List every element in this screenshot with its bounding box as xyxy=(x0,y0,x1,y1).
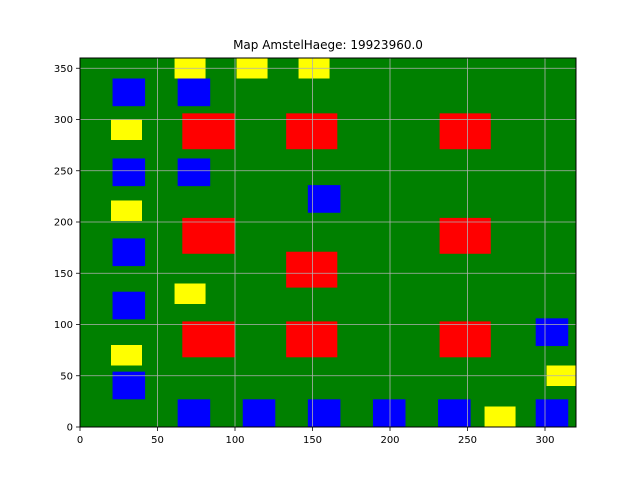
plot-rects xyxy=(111,58,576,427)
y-tick-label: 0 xyxy=(67,423,73,434)
blue-lot xyxy=(112,238,146,267)
blue-lot xyxy=(372,399,406,427)
y-tick-label: 200 xyxy=(54,218,73,229)
y-tick-label: 250 xyxy=(54,166,73,177)
x-tick-label: 250 xyxy=(458,435,477,446)
yellow-lot xyxy=(111,345,142,366)
y-tick-label: 100 xyxy=(54,320,73,331)
red-lot xyxy=(286,251,338,288)
red-lot xyxy=(439,217,491,254)
x-tick-label: 300 xyxy=(535,435,554,446)
y-tick-label: 150 xyxy=(54,269,73,280)
x-tick-label: 0 xyxy=(77,435,83,446)
yellow-lot xyxy=(174,283,206,304)
blue-lot xyxy=(112,371,146,400)
red-lot xyxy=(439,321,491,358)
blue-lot xyxy=(307,399,341,427)
x-tick-label: 50 xyxy=(151,435,164,446)
y-tick-label: 350 xyxy=(54,64,73,75)
blue-lot xyxy=(177,399,211,427)
x-axis: 0 50 100 150 200 250 300 xyxy=(77,427,555,446)
blue-lot xyxy=(112,78,146,107)
red-lot xyxy=(286,321,338,358)
chart-title: Map AmstelHaege: 19923960.0 xyxy=(233,38,423,52)
blue-lot xyxy=(177,158,211,187)
yellow-lot xyxy=(111,200,142,221)
x-tick-label: 150 xyxy=(303,435,322,446)
blue-lot xyxy=(242,399,276,427)
red-lot xyxy=(182,321,235,358)
plot-frame xyxy=(79,57,577,428)
y-tick-label: 300 xyxy=(54,115,73,126)
y-tick-label: 50 xyxy=(60,371,73,382)
blue-lot xyxy=(112,291,146,320)
blue-lot xyxy=(112,158,146,187)
yellow-lot xyxy=(111,119,142,140)
x-tick-label: 100 xyxy=(225,435,244,446)
blue-lot xyxy=(438,399,471,427)
x-tick-label: 200 xyxy=(380,435,399,446)
red-lot xyxy=(439,113,491,150)
red-lot xyxy=(286,113,338,150)
red-lot xyxy=(182,217,235,254)
y-axis: 0 50 100 150 200 250 300 350 xyxy=(54,64,80,434)
blue-lot xyxy=(307,185,341,213)
blue-lot xyxy=(177,78,211,107)
red-lot xyxy=(182,113,235,150)
blue-lot xyxy=(535,399,569,427)
yellow-lot xyxy=(484,406,516,427)
blue-lot xyxy=(535,318,569,347)
